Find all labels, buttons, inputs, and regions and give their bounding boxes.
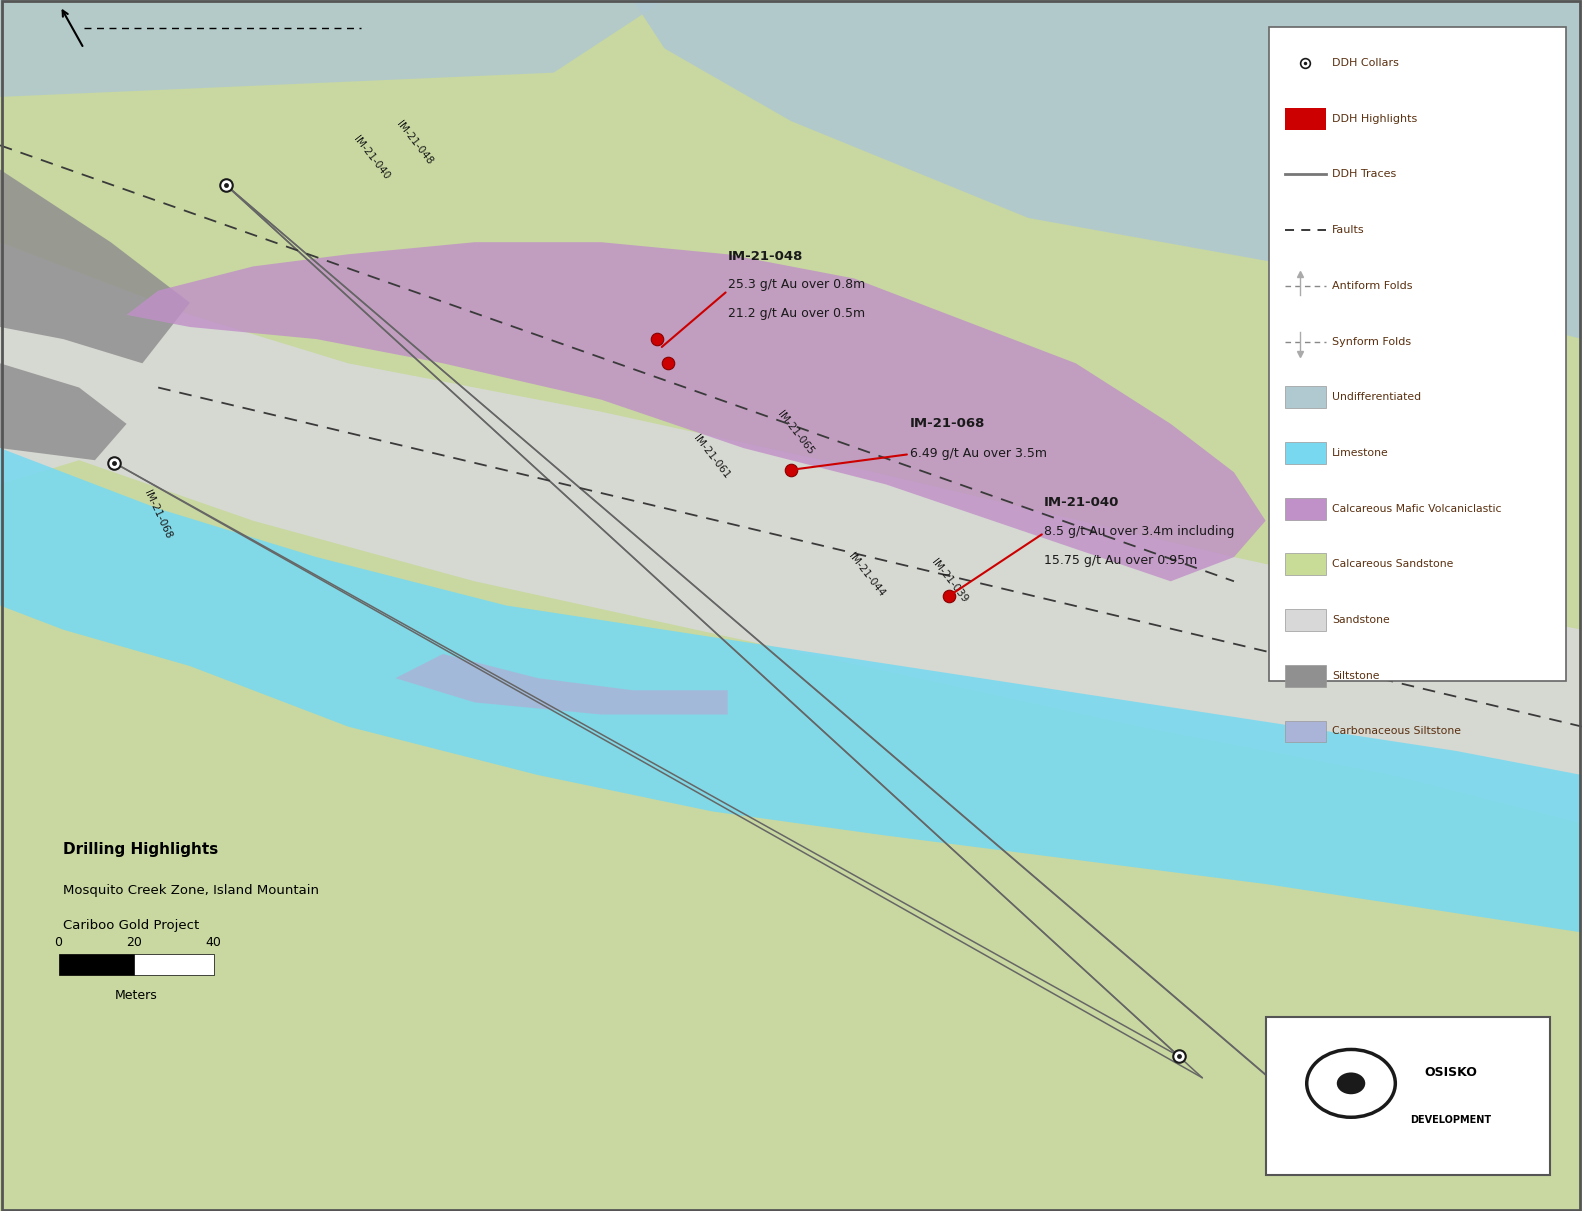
FancyBboxPatch shape (1285, 386, 1326, 408)
Polygon shape (0, 0, 664, 97)
Text: 8.5 g/t Au over 3.4m including: 8.5 g/t Au over 3.4m including (1044, 526, 1234, 538)
FancyBboxPatch shape (59, 954, 134, 975)
Text: Sandstone: Sandstone (1332, 615, 1391, 625)
Polygon shape (633, 0, 1582, 339)
Text: 40: 40 (206, 936, 221, 948)
Text: Carbonaceous Siltstone: Carbonaceous Siltstone (1332, 727, 1462, 736)
Text: 15.75 g/t Au over 0.95m: 15.75 g/t Au over 0.95m (1044, 555, 1198, 567)
Polygon shape (0, 363, 127, 460)
Text: IM-21-061: IM-21-061 (691, 432, 732, 481)
Text: Calcareous Sandstone: Calcareous Sandstone (1332, 559, 1454, 569)
FancyBboxPatch shape (1285, 665, 1326, 687)
Text: DDH Highlights: DDH Highlights (1332, 114, 1417, 124)
Text: 21.2 g/t Au over 0.5m: 21.2 g/t Au over 0.5m (728, 308, 865, 320)
Text: IM-21-040: IM-21-040 (1044, 497, 1120, 509)
Text: DEVELOPMENT: DEVELOPMENT (1410, 1114, 1492, 1125)
Text: 25.3 g/t Au over 0.8m: 25.3 g/t Au over 0.8m (728, 279, 865, 291)
FancyBboxPatch shape (1285, 498, 1326, 520)
Text: Drilling Highlights: Drilling Highlights (63, 842, 218, 856)
Text: OSISKO: OSISKO (1424, 1066, 1478, 1079)
Polygon shape (0, 242, 1582, 823)
FancyBboxPatch shape (1285, 721, 1326, 742)
Text: IM-21-068: IM-21-068 (910, 418, 986, 430)
Text: IM-21-040: IM-21-040 (351, 133, 392, 182)
Text: IM-21-048: IM-21-048 (394, 119, 435, 167)
Text: IM-21-048: IM-21-048 (728, 251, 804, 263)
Text: IM-21-065: IM-21-065 (775, 408, 816, 457)
Text: Faults: Faults (1332, 225, 1365, 235)
Text: Mosquito Creek Zone, Island Mountain: Mosquito Creek Zone, Island Mountain (63, 884, 320, 896)
Text: DDH Traces: DDH Traces (1332, 170, 1397, 179)
Polygon shape (396, 654, 728, 714)
Circle shape (1337, 1073, 1365, 1095)
FancyBboxPatch shape (1285, 553, 1326, 575)
Text: IM-21-039: IM-21-039 (929, 557, 970, 606)
Text: Calcareous Mafic Volcaniclastic: Calcareous Mafic Volcaniclastic (1332, 504, 1501, 513)
FancyBboxPatch shape (1285, 442, 1326, 464)
FancyBboxPatch shape (1285, 108, 1326, 130)
Text: 0: 0 (54, 936, 63, 948)
Text: IM-21-044: IM-21-044 (846, 551, 888, 599)
Text: Undifferentiated: Undifferentiated (1332, 392, 1421, 402)
Text: 20: 20 (127, 936, 142, 948)
Text: 6.49 g/t Au over 3.5m: 6.49 g/t Au over 3.5m (910, 447, 1047, 459)
Polygon shape (127, 242, 1266, 581)
FancyBboxPatch shape (1285, 609, 1326, 631)
Text: Antiform Folds: Antiform Folds (1332, 281, 1413, 291)
Polygon shape (0, 170, 190, 363)
Text: IM-21-068: IM-21-068 (142, 489, 174, 540)
Text: Synform Folds: Synform Folds (1332, 337, 1411, 346)
Polygon shape (0, 448, 1582, 932)
Text: Siltstone: Siltstone (1332, 671, 1380, 681)
Text: DDH Collars: DDH Collars (1332, 58, 1398, 68)
FancyBboxPatch shape (1266, 1017, 1550, 1175)
Text: Cariboo Gold Project: Cariboo Gold Project (63, 919, 199, 931)
FancyBboxPatch shape (134, 954, 214, 975)
Text: Meters: Meters (114, 989, 158, 1001)
Text: Limestone: Limestone (1332, 448, 1389, 458)
FancyBboxPatch shape (1269, 27, 1566, 681)
